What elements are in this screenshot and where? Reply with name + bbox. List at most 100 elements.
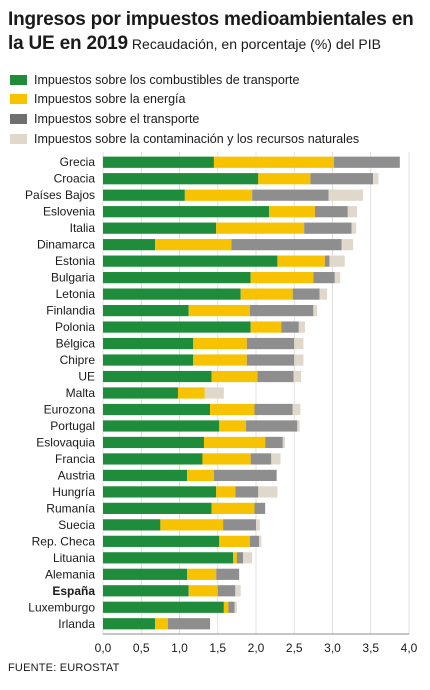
bar-segment-finlandia-s0 [103,304,189,317]
bar-segment-ue-s1 [211,370,258,383]
bar-segment-alemania-s0 [103,568,188,580]
legend-swatch [10,74,27,85]
bar-segment-polonia-s1 [250,321,282,333]
bar-segment-dinamarca-s2 [231,239,342,251]
category-label: Rep. Checa [32,534,96,548]
bar-segment-luxemburgo-s0 [103,601,224,613]
x-tick-label: 0,0 [95,641,112,655]
bar-segment-croacia-s2 [310,173,374,185]
bar-segment-luxemburgo-s1 [223,601,229,613]
bar-segment-rep-checa-s1 [219,535,250,547]
legend-swatch [10,133,27,144]
bar-segment-dinamarca-s3 [341,239,354,251]
bar-segment-ue-s0 [103,370,212,383]
category-label: Irlanda [58,617,95,631]
category-label: Italia [70,221,96,235]
bar-segment-letonia-s0 [103,288,241,300]
x-tick-label: 2,5 [286,641,303,655]
bar-segment-eslovenia-s1 [269,206,315,218]
bar-segment-croacia-s1 [258,173,311,185]
category-label: Eslovaquia [36,435,95,449]
bar-segment-italia-s1 [216,222,305,234]
bar-segment-grecia-s2 [334,156,400,168]
category-label: Bulgaria [51,271,95,285]
bar-segment-bélgica-s3 [294,337,304,350]
bar-segment-portugal-s1 [219,420,247,432]
bar-segment-lituania-s3 [242,552,253,564]
bar-segment-rep-checa-s3 [259,535,262,547]
bar-segment-suecia-s2 [223,519,256,531]
category-label: Grecia [60,155,96,169]
category-label: Eslovenia [43,205,95,219]
bar-segment-alemania-s2 [216,568,240,580]
bar-segment-grecia-s1 [213,156,335,168]
bar-segment-francia-s1 [202,453,251,465]
x-tick-label: 3,5 [362,641,379,655]
category-label: Rumanía [46,501,95,515]
bar-segment-ue-s2 [257,370,294,383]
category-label: España [52,584,95,598]
bar-segment-países-bajos-s2 [252,189,329,201]
bar-segment-hungría-s3 [258,486,278,498]
category-label: Dinamarca [37,238,95,252]
x-tick-label: 1,5 [209,641,226,655]
bar-segment-hungría-s1 [216,486,236,498]
bar-segment-estonia-s2 [324,255,330,267]
bar-segment-estonia-s0 [103,255,278,267]
bar-segment-países-bajos-s3 [328,189,364,201]
legend-swatch [10,113,27,124]
bar-segment-chipre-s2 [246,354,295,366]
legend-item-pollution: Impuestos sobre la contaminación y los r… [10,129,359,149]
category-label: Luxemburgo [28,600,95,614]
bar-segment-francia-s2 [250,453,272,465]
bar-segment-finlandia-s1 [188,304,250,317]
chart-title: Ingresos por impuestos medioambientales … [8,8,426,56]
category-label: Finlandia [46,304,95,318]
bar-segment-suecia-s1 [160,519,224,531]
bar-segment-eurozona-s1 [210,403,255,416]
x-tick-label: 4,0 [401,641,418,655]
bar-segment-eurozona-s3 [292,403,301,416]
category-label: Francia [55,452,95,466]
bar-segment-malta-s0 [103,387,178,399]
bar-segment-bélgica-s0 [103,337,194,350]
bar-segment-rep-checa-s2 [249,535,260,547]
bar-segment-austria-s1 [187,469,214,482]
category-label: Lituania [53,551,95,565]
bar-segment-eslovenia-s0 [103,206,270,218]
bar-segment-lituania-s0 [103,552,234,564]
bar-segment-eslovaquia-s0 [103,436,204,449]
x-tick-label: 3,0 [324,641,341,655]
bar-segment-españa-s2 [217,585,236,597]
bar-segment-bélgica-s1 [193,337,247,350]
bar-segment-estonia-s3 [329,255,345,267]
bar-segment-finlandia-s2 [249,304,314,317]
bar-segment-suecia-s0 [103,519,161,531]
bar-segment-letonia-s3 [319,288,328,300]
bar-segment-hungría-s0 [103,486,217,498]
bar-segment-chipre-s1 [193,354,247,366]
bar-segment-polonia-s0 [103,321,251,333]
legend-item-energy: Impuestos sobre la energía [10,90,359,110]
chart-main-title: Ingresos por impuestos medioambientales … [8,9,414,54]
bar-segment-francia-s3 [271,453,281,465]
category-label: Hungría [52,485,95,499]
bar-segment-irlanda-s1 [155,618,169,630]
bar-segment-irlanda-s0 [103,618,156,630]
category-label: Portugal [50,419,95,433]
category-label: Austria [58,468,96,482]
bar-segment-bulgaria-s1 [250,272,314,284]
bar-segment-irlanda-s2 [168,618,211,630]
bar-segment-rumanía-s1 [211,502,255,514]
bar-segment-eslovaquia-s2 [265,436,283,449]
bar-segment-españa-s3 [235,585,241,597]
bar-segment-bulgaria-s2 [313,272,335,284]
bar-segment-españa-s0 [103,585,189,597]
bar-segment-españa-s1 [188,585,218,597]
legend-item-transport: Impuestos sobre el transporte [10,109,359,129]
bar-segment-eslovaquia-s3 [282,436,286,449]
bar-segment-dinamarca-s1 [155,239,232,251]
bar-segment-bélgica-s2 [246,337,295,350]
legend-label: Impuestos sobre la contaminación y los r… [34,131,360,146]
